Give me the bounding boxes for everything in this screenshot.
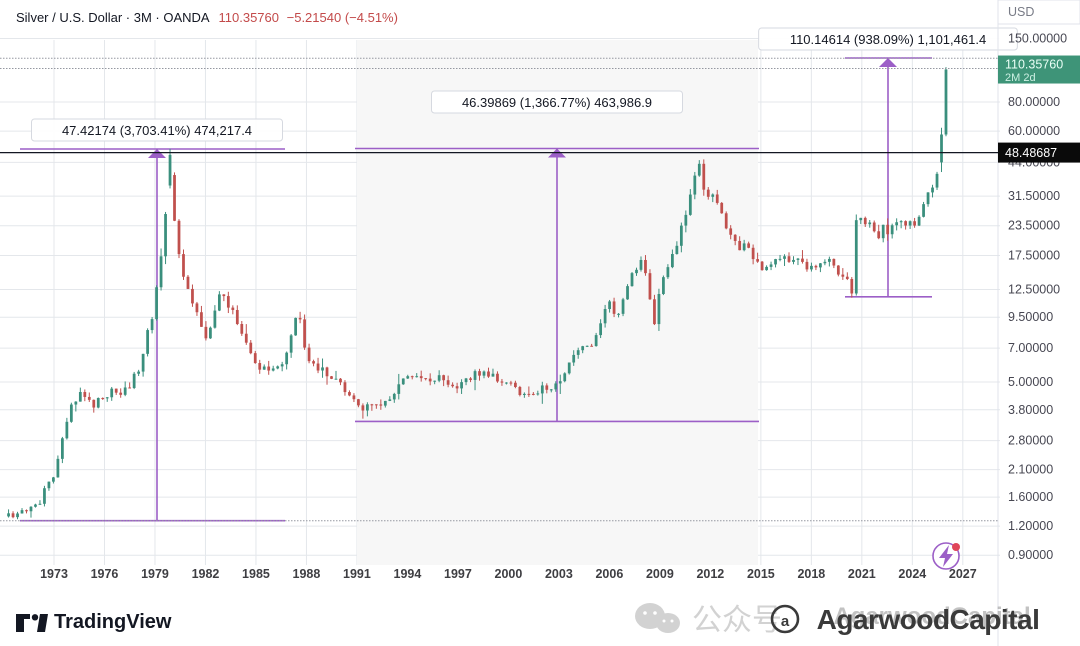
svg-text:110.35760: 110.35760 bbox=[1005, 58, 1063, 72]
svg-text:12.50000: 12.50000 bbox=[1008, 283, 1060, 297]
svg-text:a: a bbox=[781, 613, 790, 630]
svg-text:80.00000: 80.00000 bbox=[1008, 95, 1060, 109]
svg-text:2018: 2018 bbox=[797, 567, 825, 581]
svg-text:USD: USD bbox=[1008, 5, 1034, 19]
svg-text:48.48687: 48.48687 bbox=[1005, 146, 1057, 160]
svg-text:60.00000: 60.00000 bbox=[1008, 124, 1060, 138]
svg-text:2012: 2012 bbox=[696, 567, 724, 581]
svg-text:1.60000: 1.60000 bbox=[1008, 490, 1053, 504]
svg-text:2024: 2024 bbox=[898, 567, 926, 581]
svg-text:1988: 1988 bbox=[293, 567, 321, 581]
svg-text:2021: 2021 bbox=[848, 567, 876, 581]
svg-text:1973: 1973 bbox=[40, 567, 68, 581]
svg-text:2009: 2009 bbox=[646, 567, 674, 581]
svg-text:1979: 1979 bbox=[141, 567, 169, 581]
svg-text:1.20000: 1.20000 bbox=[1008, 519, 1053, 533]
svg-text:23.50000: 23.50000 bbox=[1008, 219, 1060, 233]
svg-text:2M 2d: 2M 2d bbox=[1005, 72, 1036, 84]
svg-text:公众号: 公众号 bbox=[692, 604, 782, 637]
svg-text:110.14614 (938.09%) 1,101,461.: 110.14614 (938.09%) 1,101,461.4 bbox=[790, 32, 986, 47]
svg-text:7.00000: 7.00000 bbox=[1008, 341, 1053, 355]
svg-text:2000: 2000 bbox=[495, 567, 523, 581]
svg-text:AgarwoodCapital: AgarwoodCapital bbox=[817, 604, 1040, 635]
svg-text:47.42174 (3,703.41%) 474,217.4: 47.42174 (3,703.41%) 474,217.4 bbox=[62, 123, 252, 138]
svg-text:2.10000: 2.10000 bbox=[1008, 463, 1053, 477]
svg-text:150.00000: 150.00000 bbox=[1008, 32, 1067, 46]
svg-text:5.00000: 5.00000 bbox=[1008, 375, 1053, 389]
svg-text:2027: 2027 bbox=[949, 567, 977, 581]
svg-text:1982: 1982 bbox=[192, 567, 220, 581]
svg-text:1985: 1985 bbox=[242, 567, 270, 581]
svg-text:1997: 1997 bbox=[444, 567, 472, 581]
svg-text:46.39869 (1,366.77%) 463,986.9: 46.39869 (1,366.77%) 463,986.9 bbox=[462, 95, 652, 110]
svg-text:1976: 1976 bbox=[91, 567, 119, 581]
svg-text:17.50000: 17.50000 bbox=[1008, 249, 1060, 263]
svg-text:2015: 2015 bbox=[747, 567, 775, 581]
svg-text:9.50000: 9.50000 bbox=[1008, 310, 1053, 324]
svg-text:0.90000: 0.90000 bbox=[1008, 548, 1053, 562]
svg-text:2.80000: 2.80000 bbox=[1008, 434, 1053, 448]
svg-text:2003: 2003 bbox=[545, 567, 573, 581]
svg-text:1991: 1991 bbox=[343, 567, 371, 581]
svg-text:1994: 1994 bbox=[394, 567, 422, 581]
svg-text:2006: 2006 bbox=[595, 567, 623, 581]
svg-text:31.50000: 31.50000 bbox=[1008, 189, 1060, 203]
svg-text:3.80000: 3.80000 bbox=[1008, 403, 1053, 417]
